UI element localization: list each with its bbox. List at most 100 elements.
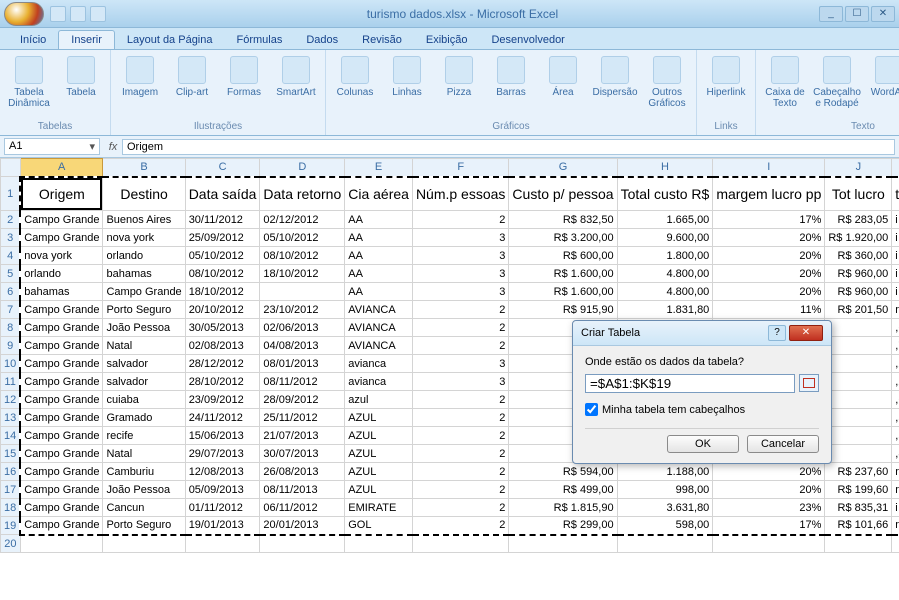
- cell[interactable]: avianca: [345, 355, 413, 373]
- cell[interactable]: nova york: [20, 247, 103, 265]
- ribbon-btn-tabela-dinâmica[interactable]: Tabela Dinâmica: [6, 56, 52, 109]
- cell[interactable]: 05/09/2013: [185, 481, 260, 499]
- redo-icon[interactable]: [90, 6, 106, 22]
- ribbon-tab-exibição[interactable]: Exibição: [414, 31, 480, 49]
- ribbon-btn-linhas[interactable]: Linhas: [384, 56, 430, 98]
- cell[interactable]: 1.800,00: [617, 247, 713, 265]
- header-cell[interactable]: Total custo R$: [617, 177, 713, 211]
- cell[interactable]: [185, 535, 260, 553]
- cell[interactable]: R$ 600,00: [509, 247, 617, 265]
- row-header-17[interactable]: 17: [1, 481, 21, 499]
- cell[interactable]: 05/10/2012: [260, 229, 345, 247]
- ribbon-tab-inserir[interactable]: Inserir: [58, 30, 115, 49]
- cell[interactable]: 20%: [713, 265, 825, 283]
- cell[interactable]: Campo Grande: [20, 337, 103, 355]
- cell[interactable]: Campo Grande: [20, 211, 103, 229]
- cell[interactable]: 1.665,00: [617, 211, 713, 229]
- ribbon-tab-fórmulas[interactable]: Fórmulas: [225, 31, 295, 49]
- cell[interactable]: [825, 355, 892, 373]
- cell[interactable]: 08/01/2013: [260, 355, 345, 373]
- ribbon-btn-clip-art[interactable]: Clip-art: [169, 56, 215, 98]
- cell[interactable]: 25/09/2012: [185, 229, 260, 247]
- ribbon-btn-imagem[interactable]: Imagem: [117, 56, 163, 98]
- cell[interactable]: Natal: [103, 445, 185, 463]
- cell[interactable]: R$ 1.920,00: [825, 229, 892, 247]
- cell[interactable]: R$ 1.600,00: [509, 265, 617, 283]
- ribbon-btn-tabela[interactable]: Tabela: [58, 56, 104, 98]
- undo-icon[interactable]: [70, 6, 86, 22]
- cell[interactable]: n: [892, 481, 899, 499]
- cell[interactable]: Camburiu: [103, 463, 185, 481]
- cell[interactable]: 4.800,00: [617, 283, 713, 301]
- cell[interactable]: orlando: [103, 247, 185, 265]
- cell[interactable]: 20%: [713, 463, 825, 481]
- header-cell[interactable]: tipo viagem: [892, 177, 899, 211]
- headers-checkbox[interactable]: [585, 403, 598, 416]
- ribbon-btn-formas[interactable]: Formas: [221, 56, 267, 98]
- cell[interactable]: 08/10/2012: [185, 265, 260, 283]
- cell[interactable]: 3: [412, 283, 508, 301]
- header-cell[interactable]: Destino: [103, 177, 185, 211]
- cell[interactable]: R$ 201,50: [825, 301, 892, 319]
- cell[interactable]: R$ 1.600,00: [509, 283, 617, 301]
- cell[interactable]: [825, 427, 892, 445]
- cell[interactable]: 20%: [713, 481, 825, 499]
- ribbon-tab-início[interactable]: Início: [8, 31, 58, 49]
- cell[interactable]: [825, 337, 892, 355]
- cell[interactable]: salvador: [103, 355, 185, 373]
- cell[interactable]: [20, 535, 103, 553]
- cell[interactable]: [260, 283, 345, 301]
- cell[interactable]: 3: [412, 355, 508, 373]
- cell[interactable]: 28/09/2012: [260, 391, 345, 409]
- ribbon-btn-smartart[interactable]: SmartArt: [273, 56, 319, 98]
- select-all-corner[interactable]: [1, 159, 21, 177]
- cell[interactable]: 30/05/2013: [185, 319, 260, 337]
- range-input[interactable]: [585, 374, 795, 393]
- cell[interactable]: 17%: [713, 211, 825, 229]
- cell[interactable]: ,2,00: [892, 373, 899, 391]
- cell[interactable]: 20/10/2012: [185, 301, 260, 319]
- cell[interactable]: 4.800,00: [617, 265, 713, 283]
- cell[interactable]: R$ 960,00: [825, 283, 892, 301]
- cell[interactable]: R$ 3.200,00: [509, 229, 617, 247]
- cell[interactable]: Campo Grande: [20, 229, 103, 247]
- cell[interactable]: João Pessoa: [103, 319, 185, 337]
- cell[interactable]: 30/11/2012: [185, 211, 260, 229]
- row-header-12[interactable]: 12: [1, 391, 21, 409]
- row-header-19[interactable]: 19: [1, 517, 21, 535]
- cell[interactable]: 2: [412, 499, 508, 517]
- cell[interactable]: 23/09/2012: [185, 391, 260, 409]
- cell[interactable]: 2: [412, 391, 508, 409]
- ribbon-tab-layout-da-página[interactable]: Layout da Página: [115, 31, 225, 49]
- column-header-F[interactable]: F: [412, 159, 508, 177]
- cell[interactable]: AZUL: [345, 427, 413, 445]
- cell[interactable]: 3: [412, 247, 508, 265]
- column-header-J[interactable]: J: [825, 159, 892, 177]
- cell[interactable]: 02/08/2013: [185, 337, 260, 355]
- cell[interactable]: ,66: [892, 319, 899, 337]
- cell[interactable]: recife: [103, 427, 185, 445]
- cell[interactable]: Campo Grande: [20, 391, 103, 409]
- ribbon-btn-área[interactable]: Área: [540, 56, 586, 98]
- cell[interactable]: 2: [412, 301, 508, 319]
- chevron-down-icon[interactable]: ▾: [89, 140, 95, 153]
- cell[interactable]: R$ 960,00: [825, 265, 892, 283]
- cell[interactable]: AVIANCA: [345, 319, 413, 337]
- cell[interactable]: 30/07/2013: [260, 445, 345, 463]
- cell[interactable]: R$ 199,60: [825, 481, 892, 499]
- column-header-I[interactable]: I: [713, 159, 825, 177]
- ribbon-btn-colunas[interactable]: Colunas: [332, 56, 378, 98]
- cell[interactable]: R$ 101,66: [825, 517, 892, 535]
- cell[interactable]: Buenos Aires: [103, 211, 185, 229]
- row-header-8[interactable]: 8: [1, 319, 21, 337]
- header-cell[interactable]: Data saída: [185, 177, 260, 211]
- cell[interactable]: Campo Grande: [20, 481, 103, 499]
- cell[interactable]: R$ 237,60: [825, 463, 892, 481]
- cell[interactable]: [825, 409, 892, 427]
- cell[interactable]: 25/11/2012: [260, 409, 345, 427]
- row-header-1[interactable]: 1: [1, 177, 21, 211]
- cell[interactable]: i: [892, 247, 899, 265]
- cell[interactable]: R$ 832,50: [509, 211, 617, 229]
- cell[interactable]: [825, 535, 892, 553]
- cell[interactable]: bahamas: [103, 265, 185, 283]
